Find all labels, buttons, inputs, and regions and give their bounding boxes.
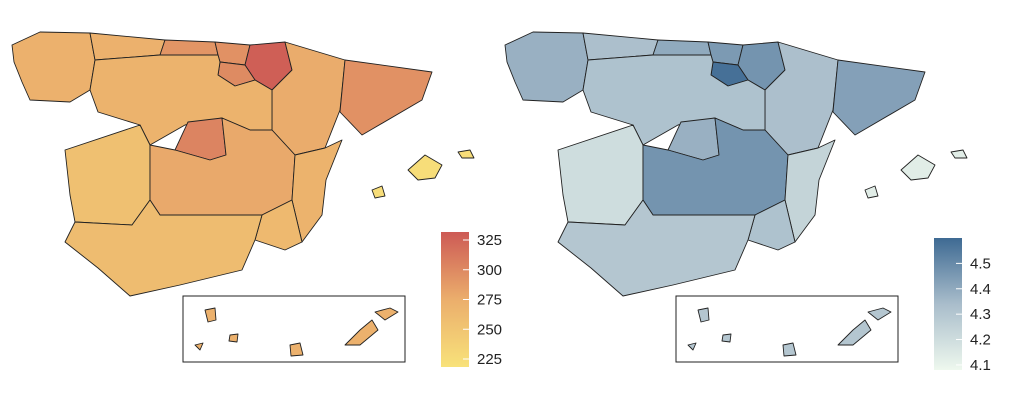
canary-islands-inset-box: [675, 295, 899, 363]
region-canary-island: [721, 333, 732, 343]
map-left: [11, 31, 475, 363]
region-galicia: [11, 31, 96, 103]
canary-islands-inset-box: [182, 295, 406, 363]
region-canary-island: [867, 307, 892, 321]
region-canary-island: [782, 342, 797, 357]
region-catalonia: [339, 59, 433, 136]
colorbar-tick-label: 250: [477, 321, 502, 338]
region-extremadura: [557, 124, 644, 226]
region-balearics-island: [864, 185, 879, 199]
region-cantabria: [159, 39, 219, 56]
region-catalonia: [832, 59, 926, 136]
region-canary-island: [289, 342, 304, 357]
region-andalusia: [64, 199, 263, 297]
region-balearics-island: [457, 149, 475, 159]
region-canary-island: [204, 307, 217, 323]
region-canary-island: [228, 333, 239, 343]
region-valencia: [291, 139, 343, 243]
region-cantabria: [652, 39, 712, 56]
region-canary-island: [344, 319, 379, 346]
region-andalusia: [557, 199, 756, 297]
colorbar-tick-label: 225: [477, 351, 502, 368]
legend-right: 4.5 4.4 4.3 4.2 4.1: [934, 238, 991, 374]
legend-left: 325 300 275 250 225: [441, 232, 502, 368]
colorbar-tick-label: 300: [477, 262, 502, 279]
region-canary-island: [697, 307, 710, 323]
region-balearics: [900, 154, 936, 181]
colorbar-tick-label: 4.2: [970, 332, 991, 349]
region-extremadura: [64, 124, 151, 226]
region-balearics-island: [950, 149, 968, 159]
colorbar-tick-label: 4.3: [970, 306, 991, 323]
region-balearics-island: [371, 185, 386, 199]
colorbar-tick-label: 4.1: [970, 357, 991, 374]
colorbar: [934, 238, 962, 370]
region-canary-island: [837, 319, 872, 346]
region-canary-island: [194, 342, 204, 351]
map-right: [504, 31, 968, 363]
colorbar-tick-label: 4.4: [970, 281, 991, 298]
region-canary-island: [374, 307, 399, 321]
region-galicia: [504, 31, 589, 103]
region-canary-island: [687, 342, 697, 351]
colorbar-tick-label: 4.5: [970, 255, 991, 272]
colorbar-tick-label: 325: [477, 232, 502, 249]
colorbar-tick-label: 275: [477, 292, 502, 309]
region-valencia: [784, 139, 836, 243]
region-balearics: [407, 154, 443, 181]
